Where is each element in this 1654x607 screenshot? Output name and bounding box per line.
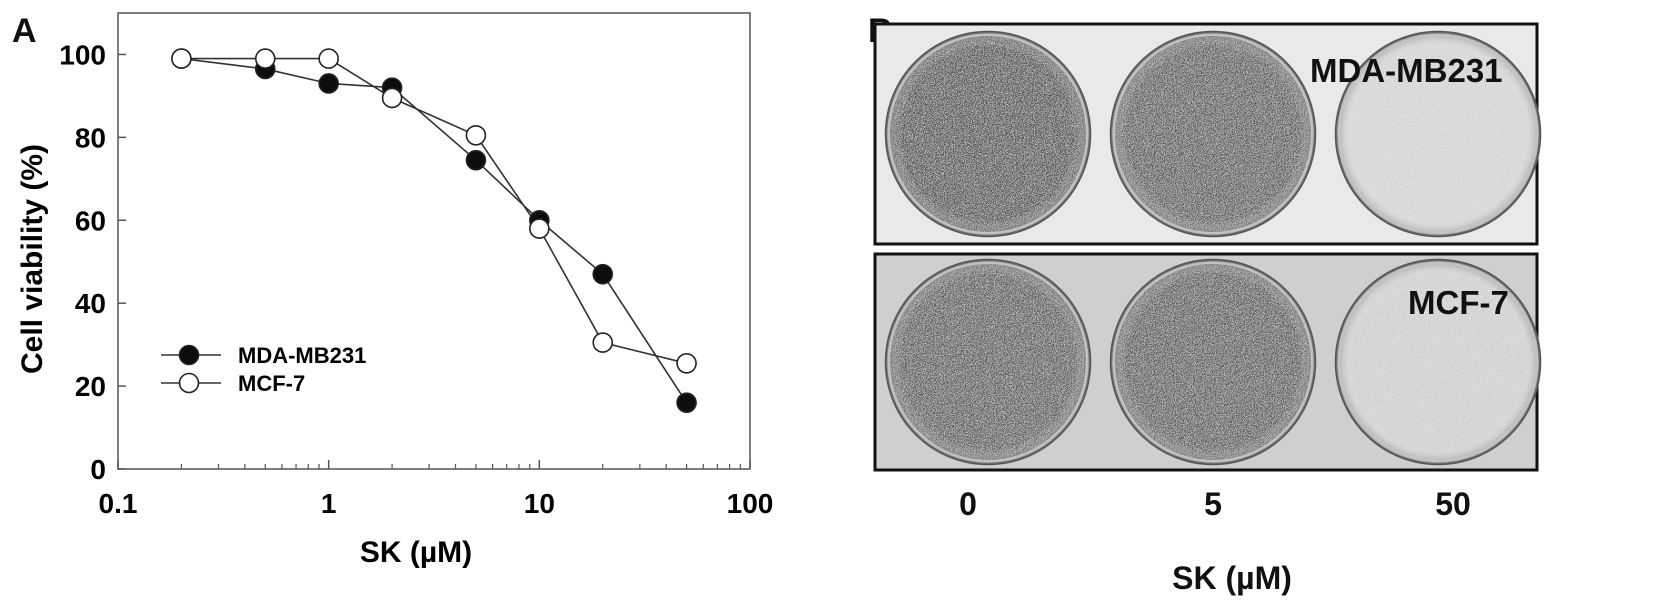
data-point-mda-mb231 [592, 263, 614, 285]
dish-rim [1336, 260, 1540, 464]
data-point-mda-mb231 [465, 149, 487, 171]
y-tick-label: 80 [75, 122, 106, 153]
x-tick-label: 100 [727, 488, 774, 519]
x-axis: 0.1 1 10 100 [99, 460, 774, 519]
colony-plate-photos [873, 22, 1542, 472]
legend-marker [178, 344, 200, 366]
data-point-mcf-7 [465, 124, 487, 146]
data-point-mcf-7 [676, 352, 697, 374]
dish-rim [886, 260, 1090, 464]
x-axis-title: SK (µM) [360, 536, 472, 569]
dish-label-2: 50 [1435, 486, 1471, 522]
plot-frame [117, 12, 751, 470]
plate-bottom-cell-line: MCF-7 [1408, 284, 1509, 321]
y-axis: 0 20 40 60 80 100 [59, 39, 126, 485]
panel-a-letter: A [12, 12, 37, 50]
data-point-mcf-7 [592, 332, 614, 353]
y-axis-title: Cell viability (%) [16, 144, 49, 374]
dish-rim [1111, 260, 1315, 464]
data-point-mda-mb231 [676, 392, 697, 413]
legend-marker [178, 372, 200, 394]
dish-rim [1111, 32, 1315, 236]
plate-mcf-7 [873, 252, 1542, 472]
series-line-mcf-7 [181, 57, 687, 365]
y-tick-label: 40 [75, 288, 106, 319]
data-point-mcf-7 [171, 48, 192, 69]
data-point-mcf-7 [381, 87, 403, 109]
plate-mda-mb231 [873, 22, 1542, 246]
data-point-mcf-7 [318, 48, 339, 69]
x-tick-label: 0.1 [99, 488, 138, 519]
x-tick-label: 10 [524, 488, 555, 519]
y-tick-label: 20 [75, 371, 106, 402]
series-line-mda-mb231 [181, 57, 688, 404]
plate-top-cell-line: MDA-MB231 [1310, 52, 1503, 89]
series-layer [171, 48, 697, 413]
data-point-mcf-7 [529, 218, 550, 239]
data-point-mda-mb231 [318, 73, 339, 94]
y-tick-label: 60 [75, 205, 106, 236]
photo-x-axis-title: SK (µM) [1172, 560, 1292, 596]
viability-chart: 0 20 40 60 80 100 0.1 1 10 100 MDA-MB231 MCF-7 SK… [16, 12, 774, 569]
dish-label-1: 5 [1204, 486, 1222, 522]
y-tick-label: 0 [90, 454, 106, 485]
y-tick-label: 100 [59, 39, 106, 70]
data-point-mcf-7 [254, 48, 276, 69]
dish-label-0: 0 [959, 486, 977, 522]
legend-label: MCF-7 [238, 371, 305, 396]
legend-label: MDA-MB231 [238, 343, 366, 368]
dish-rim [1336, 32, 1540, 236]
legend: MDA-MB231 MCF-7 [161, 343, 366, 396]
x-tick-label: 1 [321, 488, 337, 519]
dish-rim [886, 32, 1090, 236]
